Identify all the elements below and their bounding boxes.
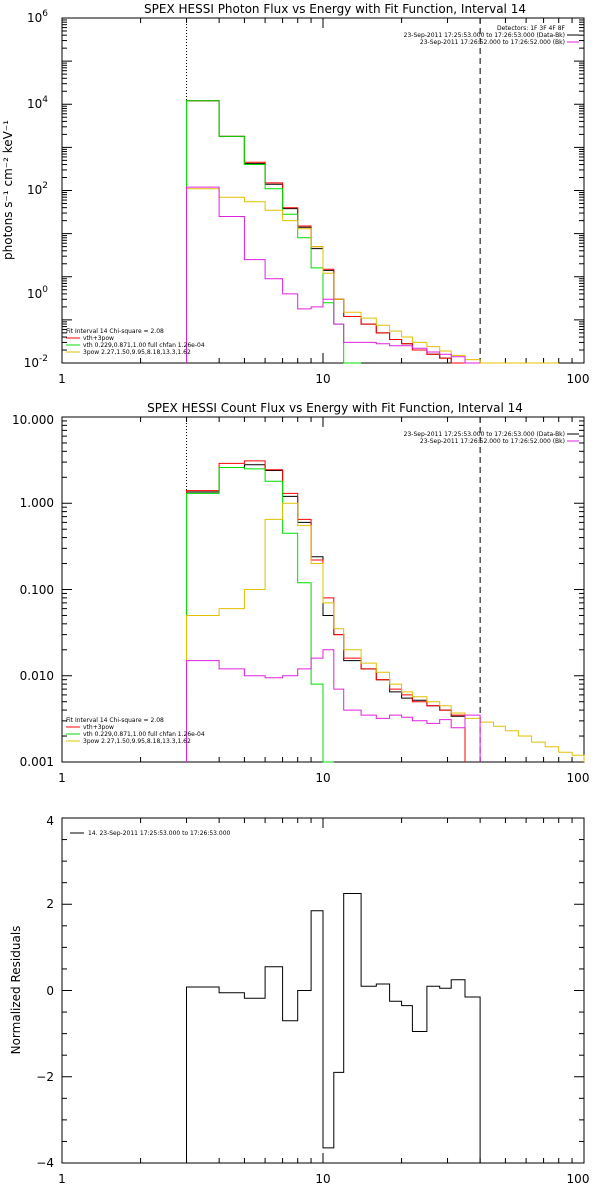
photon-flux-title: SPEX HESSI Photon Flux vs Energy with Fi… — [144, 2, 526, 16]
count-flux-y-tick: 1.000 — [20, 496, 54, 510]
legend-text: vth 0.229,0.871,1.00 full chfan 1.26e-04 — [83, 342, 205, 349]
legend-text: Fit Interval 14 Chi-square = 2.08 — [66, 328, 164, 335]
photon-flux-y-tick: 102 — [27, 181, 48, 197]
residuals-y-tick-labels: −4 −2 0 2 4 — [36, 814, 54, 1170]
legend-text: vth 0.229,0.871,1.00 full chfan 1.26e-04 — [83, 731, 205, 738]
count-flux-y-tick-labels: 0.001 0.010 0.100 1.000 10.000 — [12, 413, 54, 769]
photon-flux-ylabel: photons s⁻¹ cm⁻² keV⁻¹ — [1, 120, 15, 260]
photon-flux-panel: SPEX HESSI Photon Flux vs Energy with Fi… — [1, 2, 589, 386]
residuals-y-tick: 2 — [46, 897, 54, 911]
count-flux-legend-bottomleft: Fit Interval 14 Chi-square = 2.08 vth+3p… — [66, 717, 205, 745]
photon-flux-x-tick-labels: 1 10 100 — [58, 372, 589, 386]
photon-flux-y-tick: 104 — [27, 95, 48, 111]
legend-text: 23-Sep-2011 17:26:52.000 to 17:26:52.000… — [420, 39, 565, 46]
residuals-legend: 14. 23-Sep-2011 17:25:53.000 to 17:26:53… — [70, 830, 231, 837]
series-line-1 — [186, 464, 466, 762]
residuals-y-tick: −2 — [36, 1070, 54, 1084]
photon-flux-axes — [61, 18, 584, 364]
residuals-y-tick: 4 — [46, 814, 54, 828]
series-line-4 — [186, 188, 559, 364]
residuals-y-tick: 0 — [46, 984, 54, 998]
legend-text: 23-Sep-2011 17:25:53.000 to 17:26:53.000… — [404, 32, 565, 39]
count-flux-y-tick: 0.010 — [20, 669, 54, 683]
series-line-2 — [186, 100, 465, 364]
count-flux-x-tick: 1 — [58, 771, 66, 785]
photon-flux-x-tick: 10 — [315, 372, 330, 386]
count-flux-x-tick-labels: 1 10 100 — [58, 771, 589, 785]
residuals-x-tick-labels: 1 10 100 — [58, 1172, 589, 1186]
photon-flux-x-tick: 100 — [567, 372, 590, 386]
photon-flux-plot-frame — [61, 17, 585, 364]
photon-flux-y-tick-labels: 10-2 100 102 104 106 — [24, 9, 49, 370]
legend-text: 23-Sep-2011 17:26:52.000 to 17:26:52.000… — [420, 438, 565, 445]
series-line-1 — [186, 100, 465, 364]
residuals-panel: Normalized Residuals −4 −2 0 2 4 1 10 10… — [9, 814, 589, 1186]
residuals-x-tick: 10 — [315, 1172, 330, 1186]
count-flux-y-tick: 0.001 — [20, 755, 54, 769]
legend-text: vth+3pow — [83, 724, 114, 731]
series-line-5 — [186, 649, 481, 762]
count-flux-panel: SPEX HESSI Count Flux vs Energy with Fit… — [12, 401, 589, 785]
count-flux-x-tick: 100 — [567, 771, 590, 785]
legend-text: Detectors: 1F 3F 4F 8F — [497, 25, 566, 32]
count-flux-legend-topright: 23-Sep-2011 17:25:53.000 to 17:26:53.000… — [404, 431, 579, 445]
count-flux-axes — [61, 417, 584, 763]
series-line-5 — [186, 186, 481, 364]
legend-text: vth+3pow — [83, 335, 114, 342]
count-flux-y-tick: 0.100 — [20, 583, 54, 597]
legend-text: 14. 23-Sep-2011 17:25:53.000 to 17:26:53… — [88, 830, 231, 837]
residuals-axes — [61, 817, 584, 1164]
photon-flux-legend-topright: Detectors: 1F 3F 4F 8F 23-Sep-2011 17:25… — [404, 25, 579, 46]
photon-flux-y-tick: 10-2 — [24, 354, 48, 370]
series-line-2 — [186, 460, 466, 762]
legend-text: 23-Sep-2011 17:25:53.000 to 17:26:53.000… — [404, 431, 565, 438]
residuals-ylabel: Normalized Residuals — [9, 926, 23, 1055]
photon-flux-y-tick: 106 — [27, 9, 48, 25]
count-flux-y-tick: 10.000 — [12, 413, 54, 427]
photon-flux-x-tick: 1 — [58, 372, 66, 386]
series-line-3 — [186, 467, 334, 763]
legend-text: Fit Interval 14 Chi-square = 2.08 — [66, 717, 164, 724]
photon-flux-legend-bottomleft: Fit Interval 14 Chi-square = 2.08 vth+3p… — [66, 328, 205, 356]
photon-flux-series — [186, 100, 559, 364]
residuals-x-tick: 100 — [567, 1172, 590, 1186]
series-line-4 — [186, 502, 585, 762]
legend-text: 3pow 2.27,1.50,9.95,8.18,13.3,1.62 — [83, 738, 191, 745]
legend-text: 3pow 2.27,1.50,9.95,8.18,13.3,1.62 — [83, 349, 191, 356]
series-line-1 — [186, 893, 481, 1163]
residuals-y-tick: −4 — [36, 1156, 54, 1170]
count-flux-x-tick: 10 — [315, 771, 330, 785]
count-flux-series — [186, 460, 585, 763]
count-flux-title: SPEX HESSI Count Flux vs Energy with Fit… — [147, 401, 523, 415]
residuals-series — [186, 893, 481, 1163]
photon-flux-y-tick: 100 — [27, 285, 48, 301]
residuals-x-tick: 1 — [58, 1172, 66, 1186]
